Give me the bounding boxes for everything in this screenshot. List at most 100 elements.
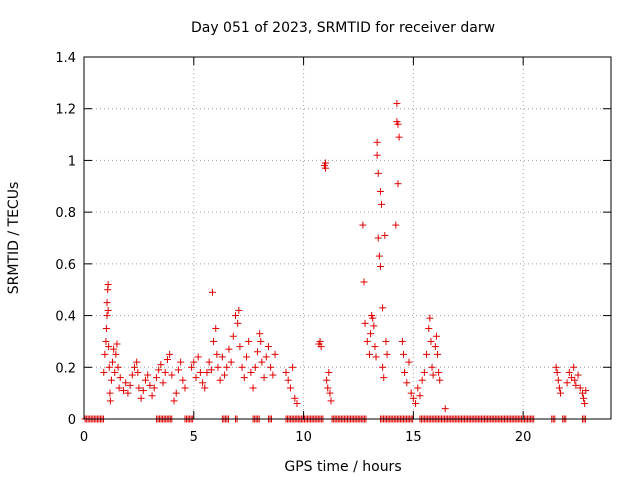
data-point: [168, 371, 176, 379]
data-point: [374, 169, 382, 177]
data-point: [361, 319, 369, 327]
data-point: [376, 187, 384, 195]
data-point: [359, 221, 367, 229]
data-point: [223, 363, 231, 371]
data-point: [114, 363, 122, 371]
data-point: [379, 304, 387, 312]
y-tick-label: 0.8: [55, 206, 76, 221]
data-point: [381, 231, 389, 239]
data-point: [563, 379, 571, 387]
data-point: [115, 384, 123, 392]
data-point: [325, 368, 333, 376]
data-point: [401, 368, 409, 376]
data-point: [106, 397, 114, 405]
data-point: [282, 368, 290, 376]
data-point: [256, 330, 264, 338]
x-tick-label: 20: [515, 430, 532, 445]
data-point: [101, 350, 109, 358]
data-point: [382, 337, 390, 345]
y-axis-label: SRMTID / TECUs: [6, 182, 22, 295]
data-point: [192, 374, 200, 382]
data-point: [216, 376, 224, 384]
data-point: [284, 376, 292, 384]
data-point: [253, 348, 261, 356]
data-point: [196, 368, 204, 376]
data-point: [199, 379, 207, 387]
data-point: [429, 371, 437, 379]
data-point: [170, 397, 178, 405]
data-point: [190, 358, 198, 366]
data-point: [150, 384, 158, 392]
data-point: [141, 376, 149, 384]
data-point: [144, 371, 152, 379]
data-point: [181, 384, 189, 392]
data-point: [269, 371, 277, 379]
data-point: [380, 374, 388, 382]
data-point: [105, 363, 113, 371]
data-point: [258, 358, 266, 366]
data-point: [416, 392, 424, 400]
data-point: [236, 343, 244, 351]
data-point: [122, 379, 130, 387]
y-tick-label: 0: [68, 413, 76, 428]
data-point: [574, 371, 582, 379]
data-point: [322, 164, 330, 172]
data-point: [113, 340, 121, 348]
data-point: [370, 322, 378, 330]
data-point: [576, 384, 584, 392]
data-point: [405, 358, 413, 366]
data-point: [161, 368, 169, 376]
data-point: [110, 345, 118, 353]
data-point: [235, 306, 243, 314]
data-point: [324, 384, 332, 392]
data-point: [293, 399, 301, 407]
grid: [84, 57, 611, 419]
data-point: [378, 200, 386, 208]
data-point: [394, 120, 402, 128]
data-point: [240, 374, 248, 382]
data-point: [431, 343, 439, 351]
data-point: [392, 221, 400, 229]
data-point: [131, 363, 139, 371]
data-point: [327, 397, 335, 405]
data-point: [139, 387, 147, 395]
y-tick-label: 1.4: [55, 51, 76, 66]
data-point: [112, 350, 120, 358]
data-point: [264, 343, 272, 351]
y-tick-label: 1: [68, 154, 76, 169]
data-point: [555, 384, 563, 392]
data-point: [111, 368, 119, 376]
data-point: [194, 353, 202, 361]
data-point: [570, 363, 578, 371]
data-point: [436, 376, 444, 384]
data-point: [427, 337, 435, 345]
data-point: [372, 353, 380, 361]
data-point: [203, 368, 211, 376]
data-point: [242, 353, 250, 361]
y-tick-label: 0.4: [55, 310, 76, 325]
data-point: [134, 368, 142, 376]
data-point: [126, 381, 134, 389]
data-point: [395, 133, 403, 141]
x-tick-label: 15: [405, 430, 422, 445]
data-point: [434, 350, 442, 358]
data-point: [188, 363, 196, 371]
data-point: [441, 405, 449, 413]
data-point: [210, 337, 218, 345]
data-point: [412, 399, 420, 407]
data-point: [232, 312, 240, 320]
data-point: [133, 358, 141, 366]
data-point: [403, 379, 411, 387]
data-point: [426, 314, 434, 322]
data-point: [251, 363, 259, 371]
data-point: [213, 350, 221, 358]
data-point: [124, 389, 132, 397]
data-point: [553, 368, 561, 376]
data-point: [289, 363, 297, 371]
y-tick-label: 1.2: [55, 103, 76, 118]
data-point: [148, 392, 156, 400]
data-point: [225, 345, 233, 353]
data-point: [394, 180, 402, 188]
data-point: [393, 100, 401, 108]
data-point: [581, 399, 589, 407]
